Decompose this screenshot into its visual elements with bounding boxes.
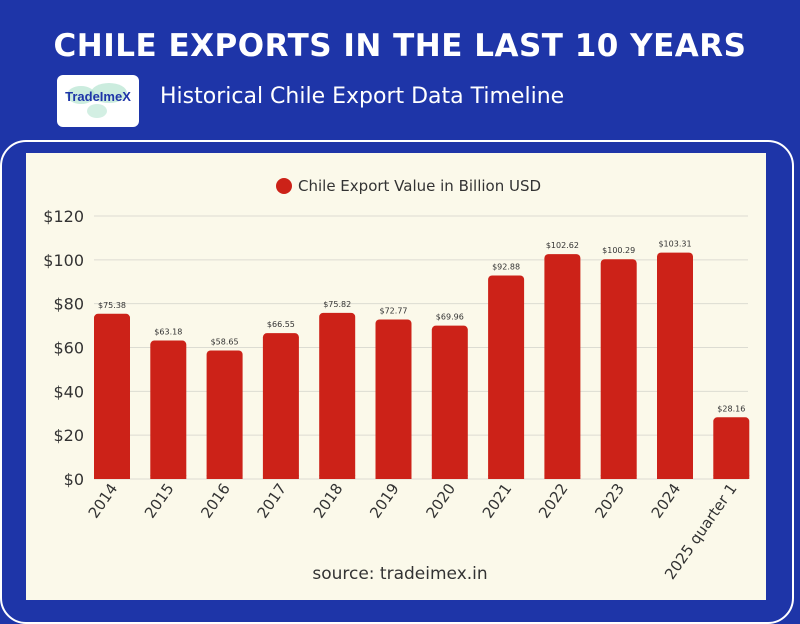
bar-base xyxy=(375,475,412,479)
y-tick-label: $20 xyxy=(53,426,84,445)
data-label: $100.29 xyxy=(602,246,635,255)
x-tick-label: 2018 xyxy=(310,480,347,522)
legend-label: Chile Export Value in Billion USD xyxy=(298,177,541,195)
page-title: CHILE EXPORTS IN THE LAST 10 YEARS xyxy=(53,28,747,64)
x-tick-label: 2016 xyxy=(197,480,234,522)
x-tick-label: 2023 xyxy=(591,480,628,522)
bar xyxy=(262,333,299,479)
bar-base xyxy=(262,475,299,479)
logo: TradeImeX xyxy=(57,75,139,127)
bar-base xyxy=(544,475,581,479)
x-tick-label: 2015 xyxy=(141,480,178,522)
x-tick-label: 2022 xyxy=(535,480,572,522)
bar-chart: $0 $20 $40 $60 $80 $100 $120 Chile Export Value… xyxy=(43,177,750,583)
bar xyxy=(94,313,130,479)
bar xyxy=(375,319,412,479)
bar-base xyxy=(657,475,693,479)
x-tick-label: 2020 xyxy=(422,480,459,522)
bar-base xyxy=(94,475,130,479)
bar-base xyxy=(488,475,525,479)
x-tick-label: 2024 xyxy=(648,480,685,522)
legend-marker xyxy=(276,178,292,194)
page-subtitle: Historical Chile Export Data Timeline xyxy=(160,84,565,109)
data-label: $69.96 xyxy=(436,313,464,322)
y-tick-label: $120 xyxy=(43,207,84,226)
x-tick-label: 2014 xyxy=(85,480,122,522)
y-tick-label: $0 xyxy=(64,470,84,489)
bar-base xyxy=(319,475,356,479)
bar-base xyxy=(206,475,243,479)
data-label: $75.38 xyxy=(98,301,126,310)
logo-text: TradeImeX xyxy=(65,89,131,104)
bar xyxy=(488,275,525,479)
bar-base xyxy=(431,475,468,479)
x-tick-label: 2017 xyxy=(254,480,291,522)
source-text: source: tradeimex.in xyxy=(312,564,488,584)
bar-base xyxy=(150,475,187,479)
bar xyxy=(600,259,637,479)
data-label: $28.16 xyxy=(717,404,745,413)
data-label: $102.62 xyxy=(546,241,579,250)
y-tick-label: $100 xyxy=(43,251,84,270)
data-label: $103.31 xyxy=(658,240,691,249)
y-tick-label: $40 xyxy=(53,382,84,401)
bar xyxy=(319,312,356,479)
data-label: $63.18 xyxy=(154,328,182,337)
x-tick-label: 2021 xyxy=(479,480,516,522)
x-tick-label: 2019 xyxy=(366,480,403,522)
bar xyxy=(713,417,750,479)
y-tick-label: $80 xyxy=(53,295,84,314)
data-label: $72.77 xyxy=(380,307,408,316)
bar-base xyxy=(600,475,637,479)
world-map-icon xyxy=(67,83,127,118)
data-label: $58.65 xyxy=(211,337,239,346)
data-label: $92.88 xyxy=(492,262,520,271)
bar xyxy=(206,350,243,479)
bar xyxy=(150,340,187,479)
data-label: $66.55 xyxy=(267,320,295,329)
data-label: $75.82 xyxy=(323,300,351,309)
y-tick-label: $60 xyxy=(53,339,84,358)
bar-base xyxy=(713,475,750,479)
bar xyxy=(431,325,468,479)
bar xyxy=(544,254,581,479)
bar xyxy=(657,252,693,479)
